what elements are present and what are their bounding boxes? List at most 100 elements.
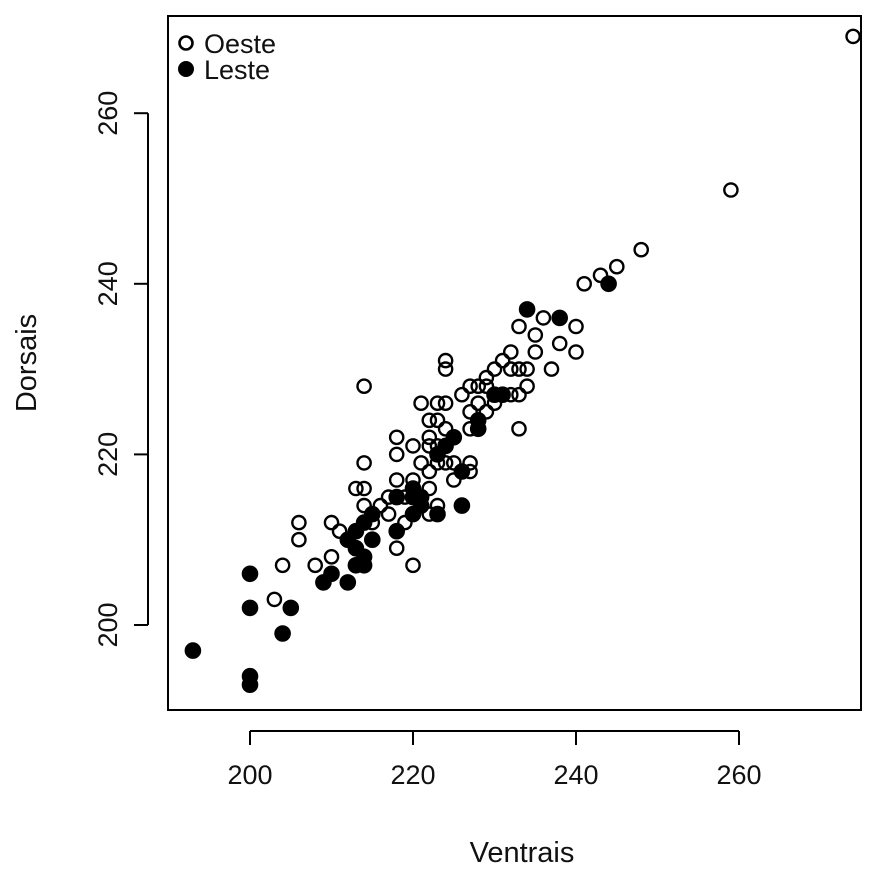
point-oeste-56: [462, 378, 478, 395]
point-oeste-16: [372, 497, 389, 514]
point-oeste-49: [445, 455, 462, 471]
point-oeste-72: [511, 318, 527, 335]
point-leste-15: [355, 548, 373, 566]
point-leste-0: [184, 642, 202, 659]
point-oeste-4: [307, 557, 324, 574]
point-oeste-79: [551, 335, 568, 352]
point-oeste-6: [323, 549, 340, 565]
point-oeste-2: [291, 531, 307, 548]
point-leste-9: [339, 574, 357, 591]
point-oeste-10: [348, 480, 364, 497]
point-oeste-77: [535, 310, 552, 326]
point-oeste-63: [486, 361, 503, 377]
point-oeste-57: [470, 395, 487, 412]
legend-label-oeste: Oeste: [204, 29, 276, 59]
point-oeste-48: [445, 472, 462, 488]
point-oeste-28: [405, 438, 421, 454]
point-oeste-25: [405, 557, 421, 574]
legend-marker-leste: [178, 61, 194, 77]
point-oeste-37: [421, 412, 438, 429]
point-oeste-42: [429, 395, 446, 412]
point-oeste-12: [356, 480, 372, 497]
point-leste-5: [274, 625, 291, 642]
x-axis: 200 220 240 260: [227, 730, 762, 790]
y-tick-label-240: 240: [93, 261, 123, 306]
point-leste-17: [364, 531, 381, 549]
point-leste-31: [453, 463, 471, 480]
point-oeste-86: [723, 182, 739, 198]
point-oeste-73: [519, 378, 535, 395]
point-oeste-11: [356, 497, 372, 514]
point-oeste-70: [511, 386, 527, 403]
point-oeste-78: [543, 361, 560, 377]
point-oeste-55: [462, 403, 478, 420]
point-oeste-65: [494, 352, 511, 369]
point-oeste-76: [527, 327, 544, 343]
point-oeste-84: [609, 258, 625, 275]
point-oeste-67: [502, 361, 519, 377]
point-oeste-22: [388, 429, 405, 446]
point-oeste-61: [478, 369, 495, 386]
point-oeste-87: [845, 28, 861, 45]
point-oeste-85: [633, 241, 650, 258]
point-leste-19: [388, 522, 406, 540]
data-points: [184, 28, 861, 694]
point-oeste-60: [478, 378, 495, 395]
point-oeste-7: [323, 514, 340, 531]
point-oeste-69: [511, 420, 527, 437]
point-oeste-71: [511, 361, 527, 377]
point-oeste-8: [331, 523, 348, 540]
point-oeste-1: [274, 557, 291, 574]
x-tick-label-260: 260: [716, 760, 761, 790]
legend-marker-oeste: [178, 35, 194, 51]
point-oeste-53: [462, 455, 478, 471]
point-leste-30: [453, 497, 471, 514]
point-oeste-43: [437, 455, 454, 471]
point-oeste-0: [266, 591, 283, 608]
point-oeste-59: [478, 403, 495, 420]
point-oeste-82: [576, 275, 593, 292]
point-oeste-81: [568, 318, 584, 335]
point-leste-38: [600, 275, 617, 293]
point-leste-25: [412, 488, 430, 506]
x-tick-label-240: 240: [553, 760, 598, 790]
point-oeste-80: [568, 344, 584, 360]
point-leste-18: [364, 505, 381, 523]
plot-frame: [167, 15, 862, 711]
point-oeste-83: [592, 267, 609, 284]
point-oeste-41: [429, 412, 446, 429]
point-leste-35: [494, 386, 511, 404]
point-oeste-58: [470, 378, 487, 395]
point-oeste-44: [437, 420, 454, 437]
point-oeste-23: [397, 514, 413, 531]
point-leste-26: [429, 505, 446, 523]
point-oeste-33: [421, 480, 438, 497]
point-oeste-75: [527, 344, 544, 360]
point-oeste-13: [356, 455, 372, 471]
point-leste-8: [323, 565, 340, 583]
point-leste-6: [282, 599, 300, 617]
point-oeste-36: [421, 429, 438, 446]
point-oeste-34: [421, 463, 438, 480]
y-tick-label-200: 200: [93, 602, 123, 647]
point-leste-3: [241, 599, 259, 617]
x-axis-label: Ventrais: [470, 837, 575, 869]
y-axis: 200 220 240 260: [93, 91, 149, 648]
legend: Oeste Leste: [178, 29, 276, 85]
point-oeste-68: [502, 344, 519, 360]
point-oeste-17: [380, 506, 397, 522]
point-oeste-51: [454, 386, 470, 403]
point-leste-4: [241, 565, 259, 583]
point-oeste-21: [388, 446, 405, 463]
point-leste-20: [388, 488, 406, 506]
point-oeste-35: [421, 438, 438, 454]
y-axis-label: Dorsais: [11, 314, 43, 412]
point-leste-37: [551, 309, 569, 327]
y-tick-label-260: 260: [93, 91, 123, 136]
x-tick-label-220: 220: [390, 760, 435, 790]
y-tick-label-220: 220: [93, 432, 123, 477]
point-oeste-3: [291, 514, 307, 531]
point-oeste-45: [437, 395, 454, 412]
point-leste-33: [469, 412, 487, 429]
